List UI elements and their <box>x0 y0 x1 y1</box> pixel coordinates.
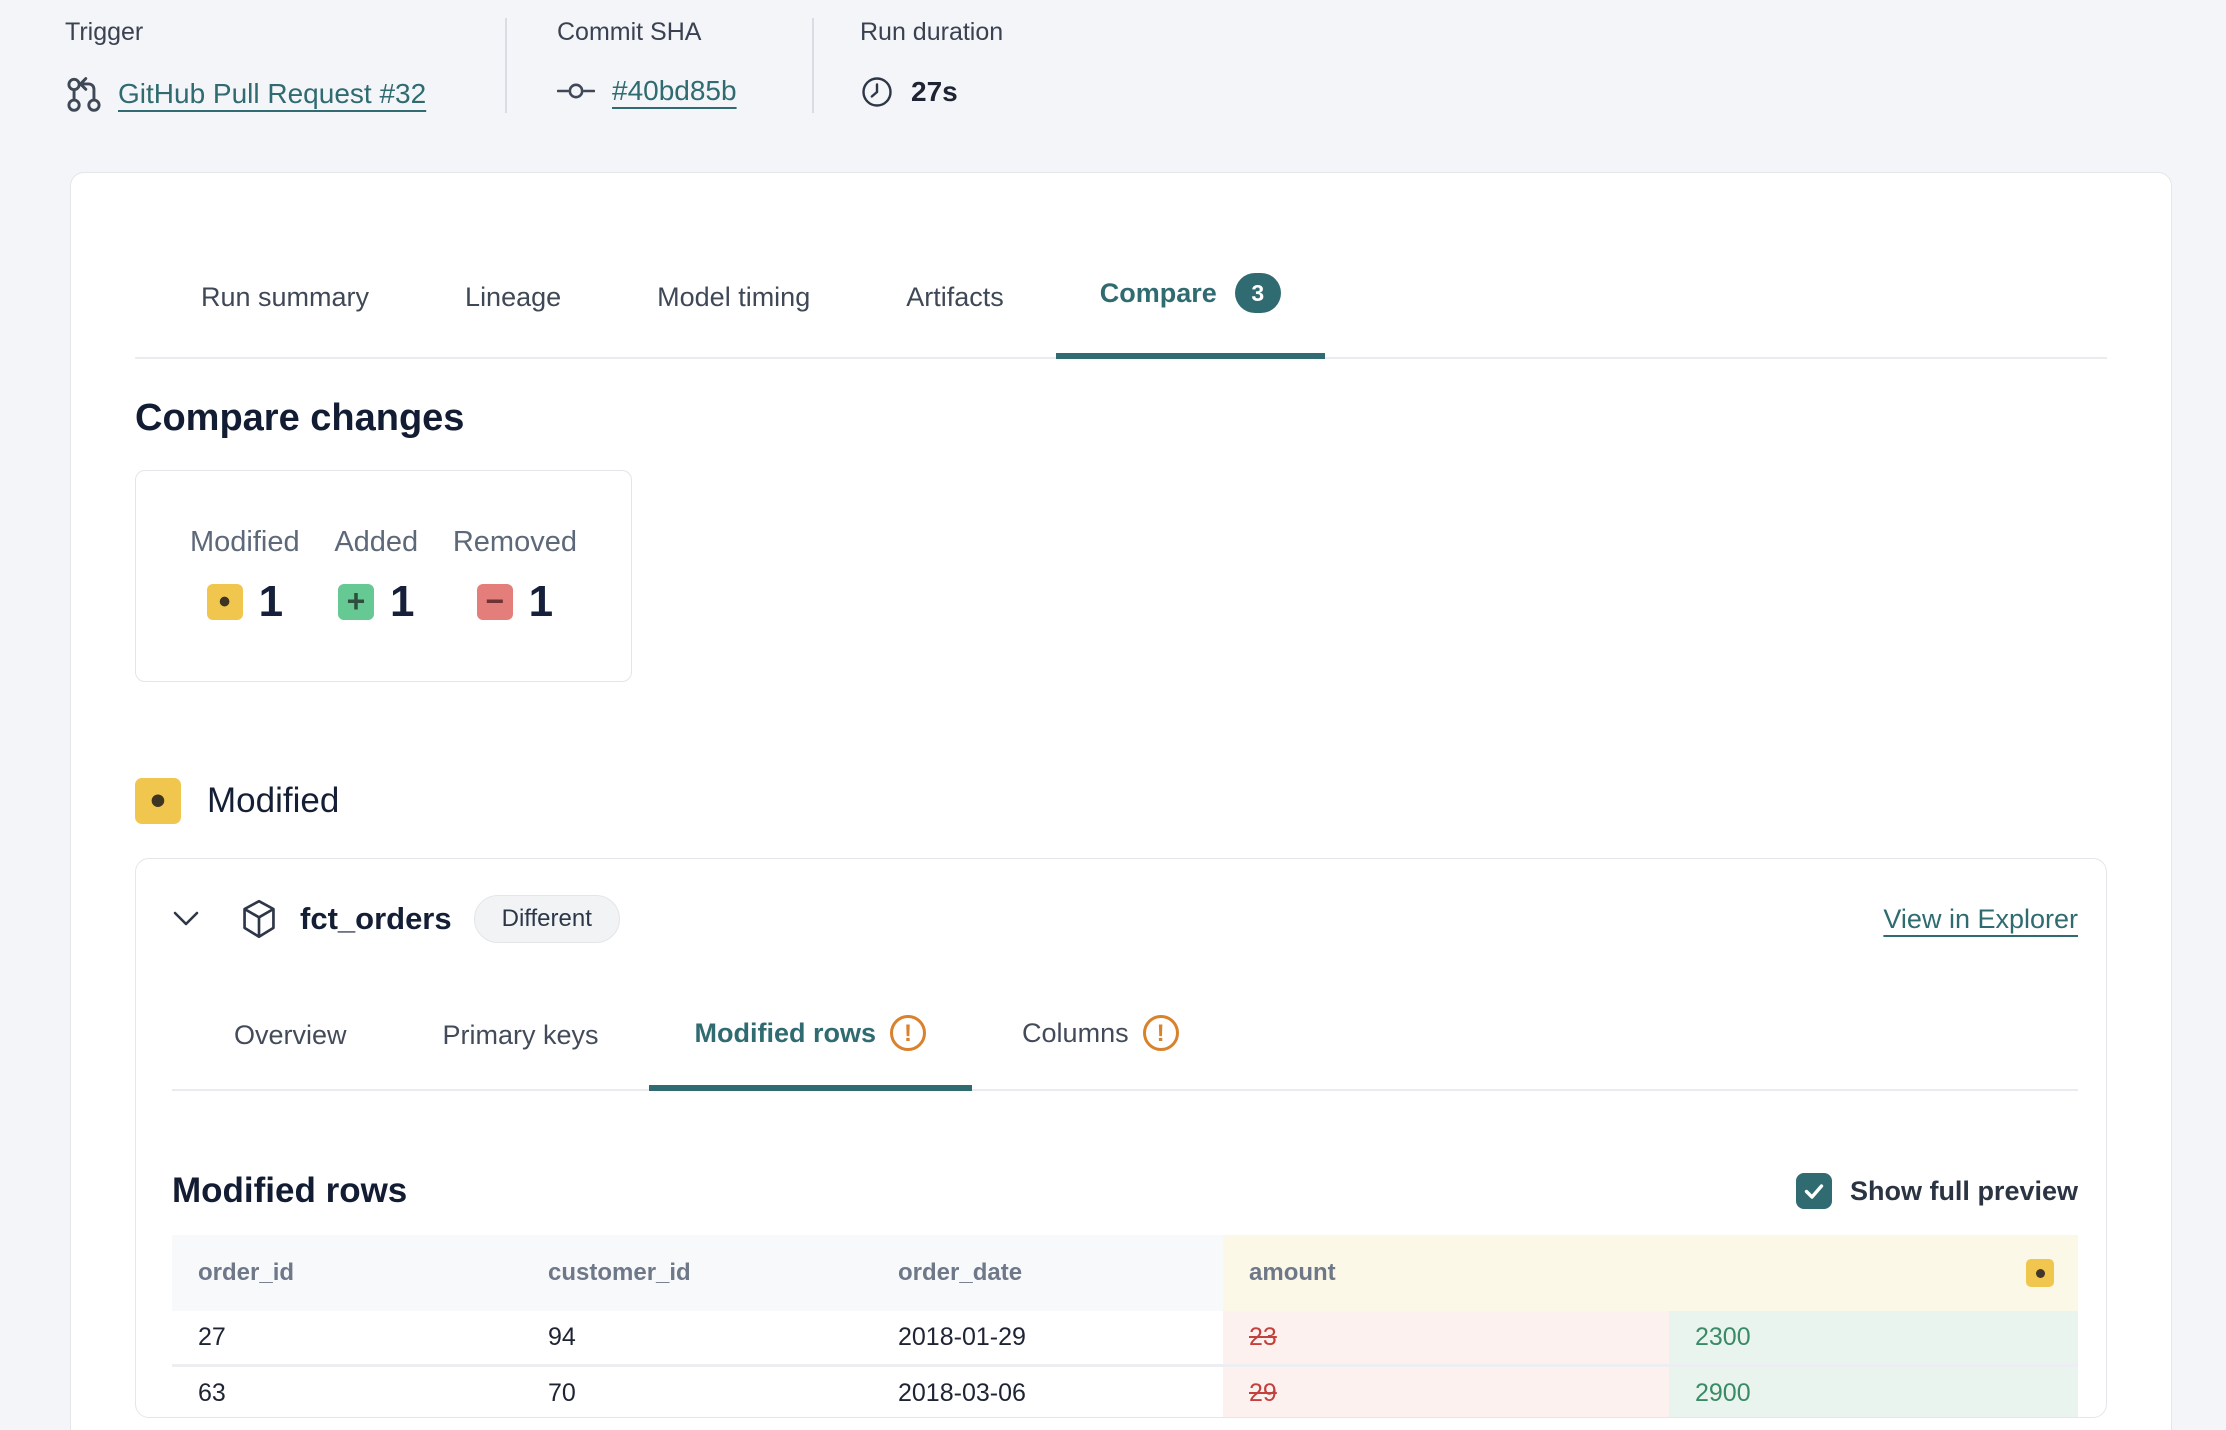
run-meta-bar: Trigger GitHub Pull Request # <box>65 18 1003 113</box>
model-card-fct-orders: fct_orders Different View in Explorer Ov… <box>135 858 2107 1418</box>
compare-count-badge: 3 <box>1234 273 1281 313</box>
clock-icon <box>860 75 894 109</box>
col-header-amount: amount <box>1223 1235 2078 1311</box>
commit-sha-label: Commit SHA <box>557 18 702 46</box>
compare-changes-title: Compare changes <box>135 397 465 439</box>
pull-request-icon <box>65 75 101 113</box>
commit-block: Commit SHA #40bd85b <box>507 18 812 113</box>
subtab-modified-rows[interactable]: Modified rows ! <box>648 1015 973 1091</box>
table-row: 63 70 2018-03-06 29 2900 <box>172 1367 2078 1417</box>
cell-amount-old: 29 <box>1223 1367 1669 1417</box>
commit-sha-link[interactable]: #40bd85b <box>612 75 737 106</box>
modified-section-header: • Modified <box>135 778 2107 824</box>
model-name: fct_orders <box>300 901 452 936</box>
subtab-overview[interactable]: Overview <box>234 1020 347 1050</box>
alert-icon: ! <box>1142 1015 1179 1051</box>
tab-compare[interactable]: Compare 3 <box>1055 273 1325 359</box>
stat-modified: Modified • 1 <box>190 526 300 627</box>
modified-rows-table: order_id customer_id order_date amount 2… <box>172 1235 2078 1417</box>
chevron-down-icon[interactable] <box>172 910 200 928</box>
trigger-block: Trigger GitHub Pull Request # <box>65 18 505 113</box>
col-header-order-id: order_id <box>172 1235 522 1311</box>
meta-divider <box>505 18 507 113</box>
change-summary-card: Modified • 1 Added + 1 Removed − 1 <box>135 470 632 682</box>
modified-section-title: Modified <box>207 781 340 820</box>
commit-icon <box>557 80 595 102</box>
stat-added: Added + 1 <box>334 526 418 627</box>
check-icon <box>1804 1184 1824 1199</box>
stat-added-value: 1 <box>390 576 415 626</box>
added-plus-icon: + <box>338 583 374 620</box>
cell-amount-new: 2900 <box>1669 1367 2078 1417</box>
show-full-preview-label: Show full preview <box>1849 1175 2078 1206</box>
run-duration-block: Run duration 27s <box>814 18 1003 113</box>
cell-order-date: 2018-01-29 <box>898 1323 1026 1351</box>
package-icon <box>240 899 278 939</box>
subtab-columns[interactable]: Columns ! <box>1022 1015 1179 1091</box>
cell-amount-new: 2300 <box>1669 1311 2078 1364</box>
stat-modified-value: 1 <box>258 576 284 626</box>
stat-removed: Removed − 1 <box>453 526 577 627</box>
cell-order-date: 2018-03-06 <box>898 1379 1026 1407</box>
stat-removed-label: Removed <box>452 525 577 558</box>
run-duration-label: Run duration <box>860 18 1004 46</box>
meta-divider <box>812 18 814 113</box>
subtab-primary-keys[interactable]: Primary keys <box>442 1020 599 1050</box>
tab-lineage[interactable]: Lineage <box>465 282 562 312</box>
modified-rows-header: Modified rows Show full preview <box>172 1171 2078 1211</box>
tab-run-summary[interactable]: Run summary <box>201 282 370 312</box>
cell-order-id: 27 <box>198 1323 226 1351</box>
cell-customer-id: 94 <box>548 1323 576 1351</box>
col-header-customer-id: customer_id <box>522 1235 872 1311</box>
tab-model-timing[interactable]: Model timing <box>657 282 811 312</box>
modified-dot-icon: • <box>206 583 243 620</box>
run-duration-value: 27s <box>911 76 958 107</box>
stat-removed-value: 1 <box>528 576 554 626</box>
removed-minus-icon: − <box>476 583 513 620</box>
tab-artifacts[interactable]: Artifacts <box>906 282 1004 312</box>
modified-dot-icon: • <box>135 778 181 824</box>
modified-rows-title: Modified rows <box>172 1171 408 1210</box>
alert-icon: ! <box>890 1015 927 1051</box>
show-full-preview-toggle: Show full preview <box>1795 1173 2078 1209</box>
trigger-label: Trigger <box>65 18 144 46</box>
table-header-row: order_id customer_id order_date amount <box>172 1235 2078 1311</box>
cell-order-id: 63 <box>198 1379 226 1407</box>
main-tab-bar: Run summary Lineage Model timing Artifac… <box>135 273 2107 359</box>
show-full-preview-checkbox[interactable] <box>1795 1173 1832 1209</box>
col-header-order-date: order_date <box>872 1235 1223 1311</box>
stat-modified-label: Modified <box>190 525 300 558</box>
view-in-explorer-link[interactable]: View in Explorer <box>1883 903 2078 934</box>
model-card-header: fct_orders Different View in Explorer <box>172 895 2078 943</box>
cell-amount-old: 23 <box>1223 1311 1669 1364</box>
table-row: 27 94 2018-01-29 23 2300 <box>172 1311 2078 1367</box>
stat-added-label: Added <box>334 525 419 558</box>
github-pull-request-link[interactable]: GitHub Pull Request #32 <box>118 78 427 109</box>
model-subtab-bar: Overview Primary keys Modified rows ! Co… <box>172 1015 2078 1091</box>
cell-customer-id: 70 <box>548 1379 576 1407</box>
modified-column-icon <box>2026 1259 2054 1287</box>
run-detail-card: Run summary Lineage Model timing Artifac… <box>70 172 2172 1430</box>
status-badge: Different <box>473 895 620 943</box>
